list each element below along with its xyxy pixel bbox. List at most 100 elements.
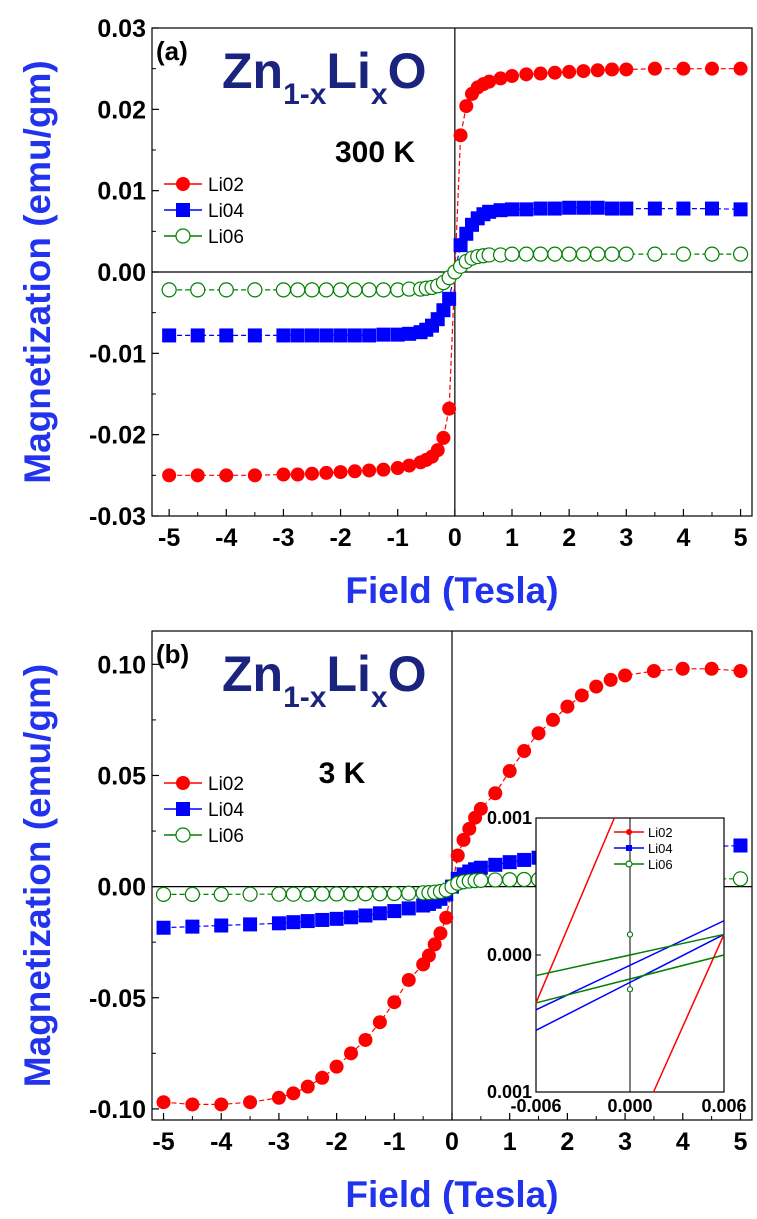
data-point [290, 467, 305, 482]
data-point [647, 246, 663, 262]
data-point [647, 61, 662, 76]
data-point [547, 246, 563, 262]
data-point [286, 1086, 301, 1101]
data-point [304, 282, 320, 298]
data-point [387, 904, 402, 919]
legend-entry: Li04 [164, 800, 244, 821]
data-point [372, 1015, 387, 1030]
x-tick-label: 1 [503, 1128, 517, 1156]
legend-entry: Li06 [164, 826, 244, 847]
legend-entry: Li04 [164, 201, 244, 222]
y-tick-label: 0.00 [97, 259, 146, 287]
data-point [300, 886, 316, 902]
y-tick-label: 0.02 [97, 96, 146, 124]
data-point [590, 63, 605, 78]
data-point [276, 467, 291, 482]
data-point [314, 886, 330, 902]
inset-series-line [652, 934, 725, 1093]
data-point [376, 327, 391, 342]
data-point [185, 1097, 200, 1112]
inset-point [627, 931, 633, 938]
data-point [604, 246, 620, 262]
inset-legend-label: Li06 [648, 857, 673, 872]
x-tick-label: -1 [387, 524, 409, 552]
y-tick-label: -0.10 [89, 1096, 146, 1124]
formula-part: Li [326, 646, 370, 702]
x-tick-label: -3 [272, 524, 294, 552]
data-point [190, 468, 205, 483]
data-point [516, 871, 532, 888]
data-point [436, 303, 451, 318]
data-point [333, 328, 348, 343]
data-point [390, 461, 405, 476]
x-tick-label: 5 [734, 524, 748, 552]
compound-formula: Zn1-xLixO [222, 646, 426, 714]
data-point [561, 246, 577, 262]
series-Li04 [162, 200, 748, 343]
y-axis-title: Magnetization (emu/gm) [17, 664, 58, 1087]
chart-panel-b: -5 -4 -3 -2 -1 0 1 2 3 4 5 -0.10 -0.05 0.00 0.05 0.10 Fi… [17, 630, 753, 1215]
data-point [473, 801, 488, 816]
data-point [647, 201, 662, 216]
formula-part: O [388, 646, 427, 702]
x-tick-label: -1 [383, 1128, 405, 1156]
data-point [285, 886, 301, 902]
data-point [387, 995, 402, 1010]
data-point [574, 688, 589, 703]
data-point [576, 200, 591, 215]
y-tick-label: -0.01 [89, 340, 146, 368]
data-point [626, 829, 632, 835]
data-point [675, 246, 692, 262]
inset-legend-entry: Li04 [614, 841, 673, 856]
inset-legend-label: Li04 [648, 841, 673, 856]
series-Li02 [162, 61, 748, 483]
data-point [646, 664, 661, 679]
x-tick-label: -2 [325, 1128, 347, 1156]
data-point [493, 71, 508, 86]
data-point [518, 246, 534, 262]
data-point [390, 327, 405, 342]
x-tick-label: 5 [734, 1128, 748, 1156]
y-tick-label: 0.10 [97, 651, 146, 679]
data-point [358, 908, 373, 923]
legend-label: Li04 [208, 201, 244, 222]
inset-y-tick-label: 0.001 [487, 808, 532, 828]
data-point [488, 857, 503, 872]
data-point [462, 821, 477, 836]
x-tick-label: -5 [158, 524, 180, 552]
legend-label: Li06 [208, 227, 244, 248]
legend-label: Li02 [208, 774, 244, 795]
data-point [502, 872, 518, 888]
data-point [453, 238, 468, 253]
data-point [590, 200, 605, 215]
data-point [456, 832, 471, 847]
x-tick-label: -3 [268, 1128, 290, 1156]
data-point [531, 726, 546, 741]
data-point [402, 458, 417, 473]
data-point [276, 328, 291, 343]
data-point [430, 443, 445, 458]
data-point [300, 1079, 315, 1094]
inset-point [627, 986, 633, 993]
data-point [732, 246, 749, 262]
temperature-label: 3 K [319, 757, 366, 790]
data-point [547, 65, 562, 80]
data-point [176, 802, 190, 816]
data-point [315, 1070, 330, 1085]
data-point [560, 699, 575, 714]
data-point [362, 328, 377, 343]
data-point [386, 885, 402, 902]
data-point [305, 328, 319, 343]
data-point [247, 282, 263, 298]
data-point [305, 466, 319, 481]
inset-series-line [535, 933, 725, 977]
data-point [562, 200, 577, 215]
x-tick-label: 2 [562, 524, 576, 552]
data-point [589, 679, 604, 694]
data-point [590, 246, 606, 262]
legend-label: Li02 [208, 175, 244, 196]
y-tick-label: -0.02 [89, 422, 146, 450]
data-point [675, 661, 690, 676]
data-point [504, 246, 520, 262]
legend-entry: Li02 [164, 774, 244, 795]
